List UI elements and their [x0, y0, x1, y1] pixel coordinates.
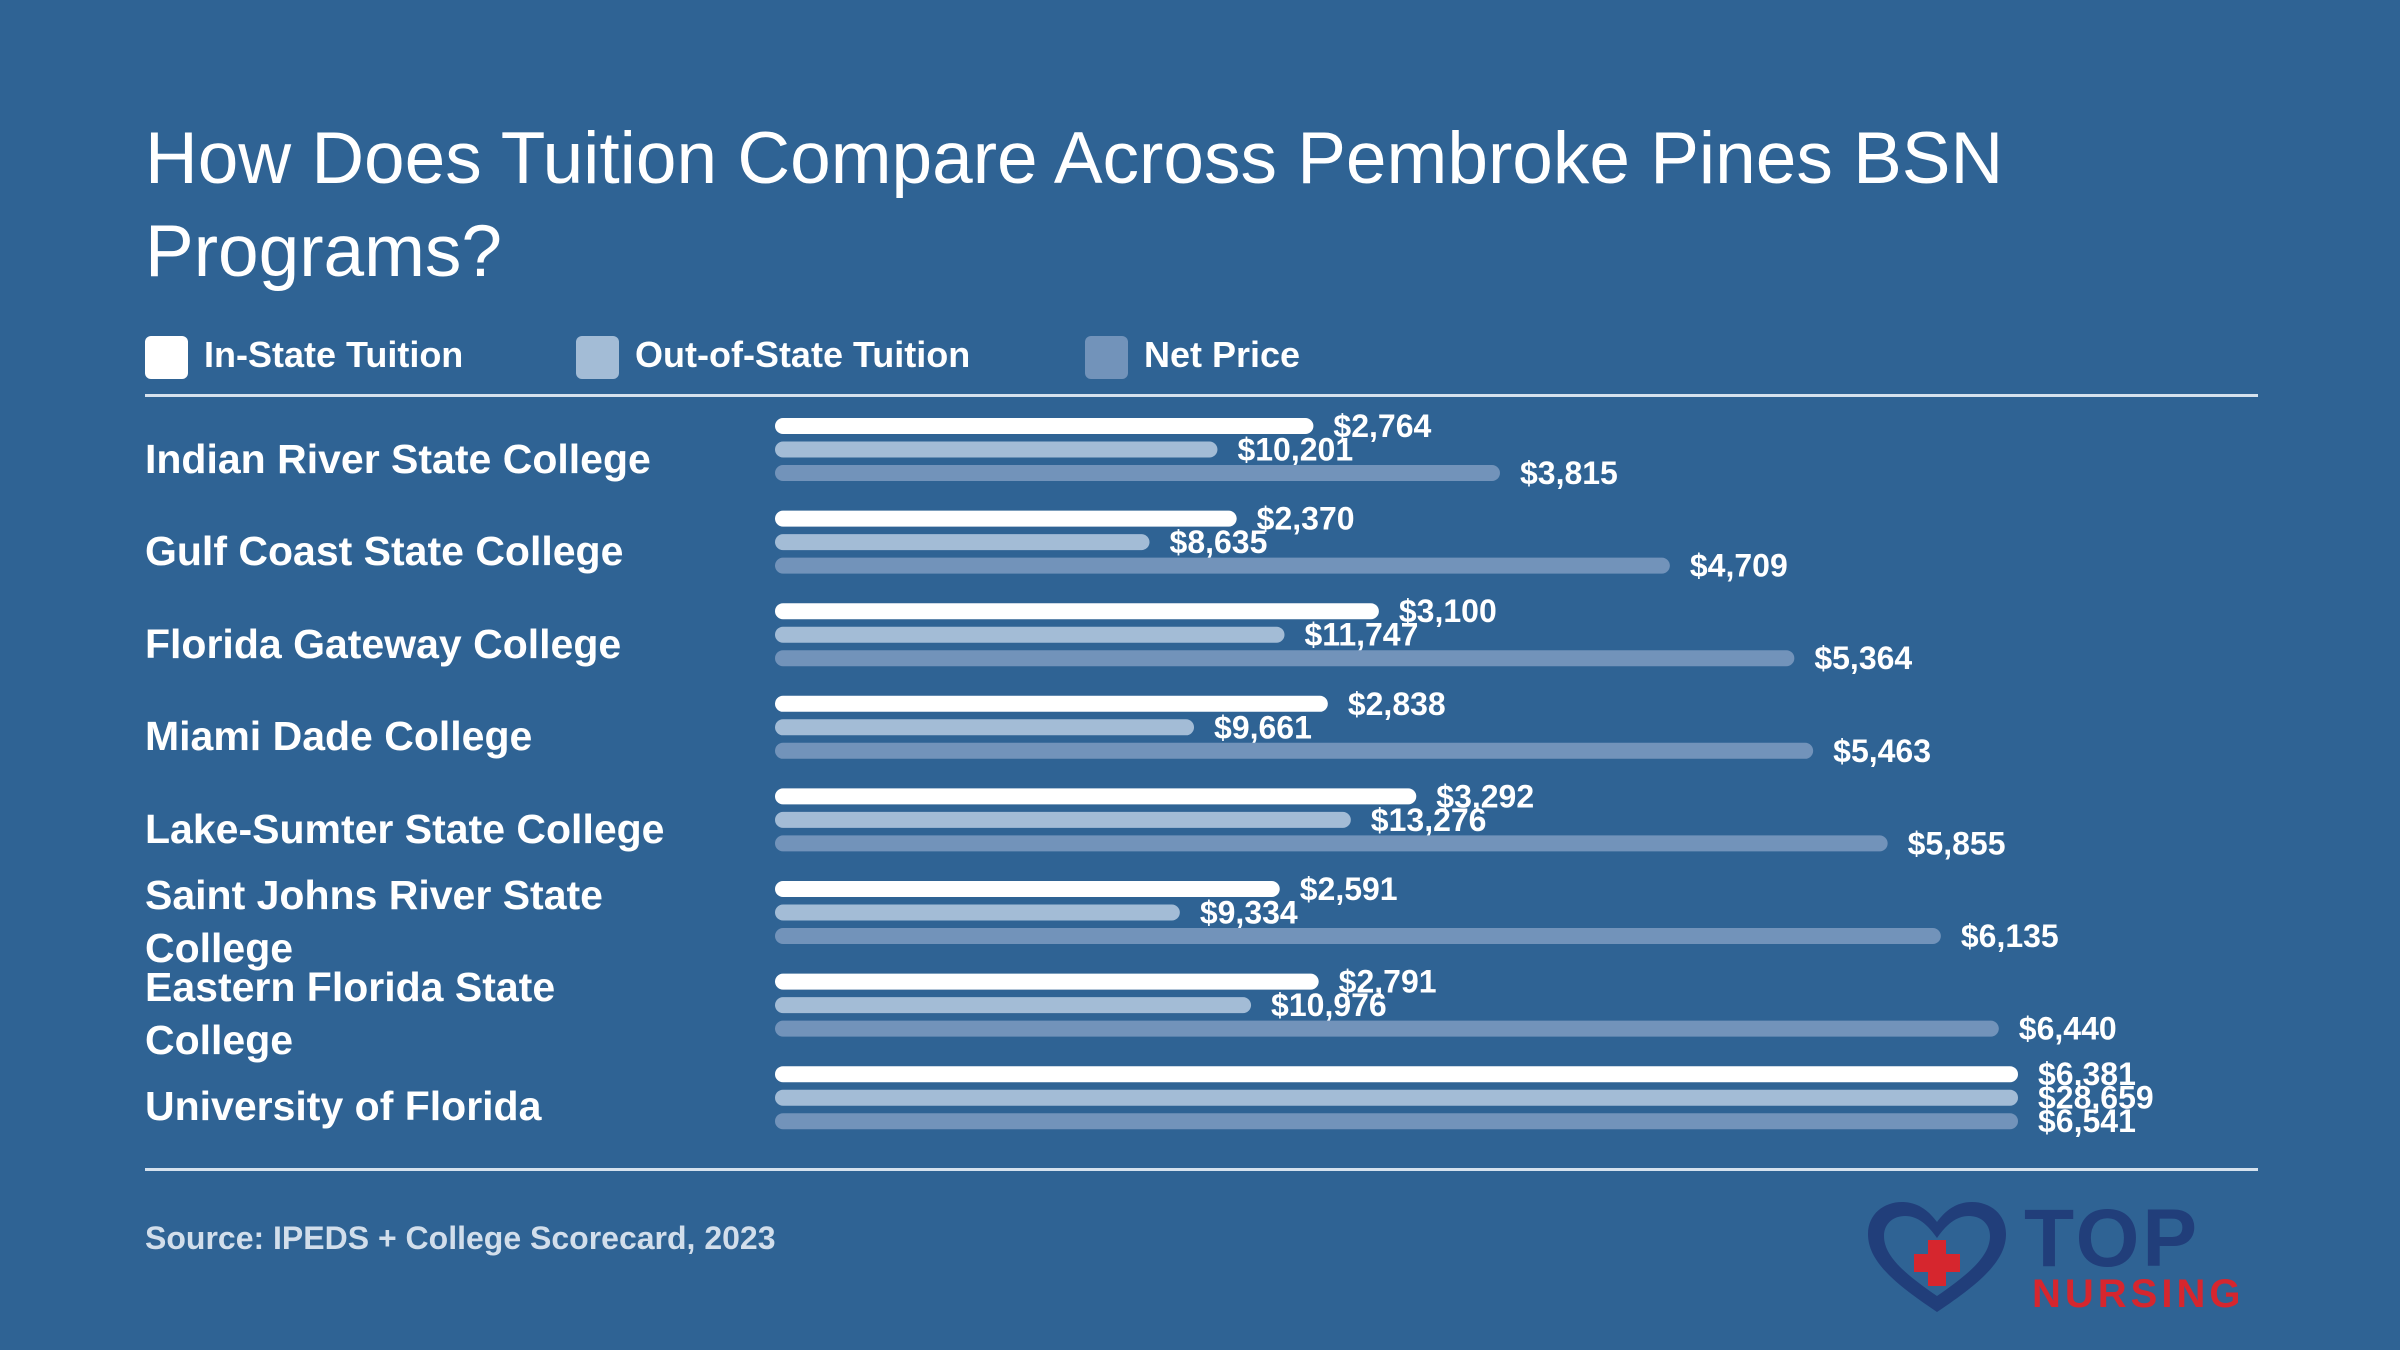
source-note: Source: IPEDS + College Scorecard, 2023	[145, 1220, 776, 1256]
legend-label-in-state: In-State Tuition	[204, 334, 464, 375]
legend-label-out-of-state: Out-of-State Tuition	[635, 334, 971, 375]
top-nursing-logo: TOP NURSING	[1862, 1194, 2262, 1320]
bar-in-state	[775, 418, 1314, 434]
data-label-net-price: $5,855	[1908, 825, 2006, 861]
category-label: Eastern Florida State College	[145, 964, 556, 1063]
legend-swatch-in-state	[145, 336, 188, 379]
bar-net-price	[775, 742, 1814, 759]
bar-out-of-state	[775, 719, 1195, 736]
data-label-out-of-state: $10,201	[1237, 432, 1353, 468]
logo-wordmark-nursing: NURSING	[2032, 1272, 2245, 1316]
bar-net-price	[775, 557, 1670, 574]
bar-net-price	[775, 465, 1500, 481]
category-label: Indian River State College	[145, 436, 651, 482]
bar-net-price	[775, 835, 1888, 852]
bar-out-of-state	[775, 1089, 2018, 1106]
data-label-in-state: $2,838	[1348, 686, 1446, 722]
bar-in-state	[775, 1066, 2018, 1083]
data-label-out-of-state: $9,334	[1200, 895, 1298, 931]
data-label-out-of-state: $13,276	[1371, 802, 1487, 838]
bar-net-price	[775, 928, 1941, 944]
data-label-net-price: $3,815	[1520, 455, 1618, 491]
category-label: University of Florida	[145, 1083, 542, 1129]
top-divider	[145, 394, 2258, 397]
data-label-out-of-state: $8,635	[1170, 524, 1268, 560]
legend-label-net-price: Net Price	[1144, 334, 1301, 375]
bar-out-of-state	[775, 811, 1351, 828]
legend-swatch-net-price	[1085, 336, 1128, 379]
bar-out-of-state	[775, 534, 1150, 551]
data-label-net-price: $4,709	[1690, 548, 1788, 584]
category-label: Miami Dade College	[145, 713, 533, 759]
logo-wordmark-top: TOP	[2024, 1193, 2201, 1284]
bar-out-of-state	[775, 626, 1285, 643]
bar-in-state	[775, 788, 1417, 805]
bar-in-state	[775, 973, 1319, 990]
category-label: Florida Gateway College	[145, 621, 622, 667]
bar-net-price	[775, 1020, 1999, 1037]
data-label-out-of-state: $11,747	[1304, 617, 1418, 653]
data-label-net-price: $6,135	[1961, 918, 2059, 954]
data-label-in-state: $2,764	[1333, 408, 1431, 444]
bar-out-of-state	[775, 997, 1252, 1014]
data-label-net-price: $6,440	[2019, 1011, 2117, 1047]
data-label-in-state: $6,381	[2038, 1056, 2136, 1092]
bar-in-state	[775, 510, 1237, 527]
data-label-net-price: $6,541	[2038, 1103, 2136, 1139]
data-label-in-state: $3,292	[1436, 778, 1534, 814]
bar-net-price	[775, 1113, 2018, 1130]
bar-in-state	[775, 881, 1280, 897]
chart-title: How Does Tuition Compare Across Pembroke…	[145, 118, 2004, 292]
category-label: Lake-Sumter State College	[145, 806, 665, 852]
data-label-net-price: $5,364	[1814, 640, 1912, 676]
data-label-in-state: $2,591	[1300, 871, 1398, 907]
data-label-in-state: $2,791	[1339, 964, 1437, 1000]
data-label-in-state: $2,370	[1257, 501, 1355, 537]
data-label-net-price: $5,463	[1833, 733, 1931, 769]
legend-swatch-out-of-state	[576, 336, 619, 379]
bar-out-of-state	[775, 904, 1180, 921]
category-label: Gulf Coast State College	[145, 528, 624, 574]
bar-net-price	[775, 650, 1795, 667]
bar-in-state	[775, 603, 1379, 620]
data-label-out-of-state: $9,661	[1214, 709, 1312, 745]
bar-in-state	[775, 695, 1328, 712]
bar-out-of-state	[775, 441, 1218, 458]
data-label-out-of-state: $28,659	[2038, 1080, 2154, 1116]
category-label: Saint Johns River State College	[145, 872, 603, 971]
bottom-divider	[145, 1168, 2258, 1171]
data-label-in-state: $3,100	[1399, 593, 1497, 629]
heart-cross-icon	[1868, 1202, 2006, 1312]
data-label-out-of-state: $10,976	[1271, 987, 1387, 1023]
